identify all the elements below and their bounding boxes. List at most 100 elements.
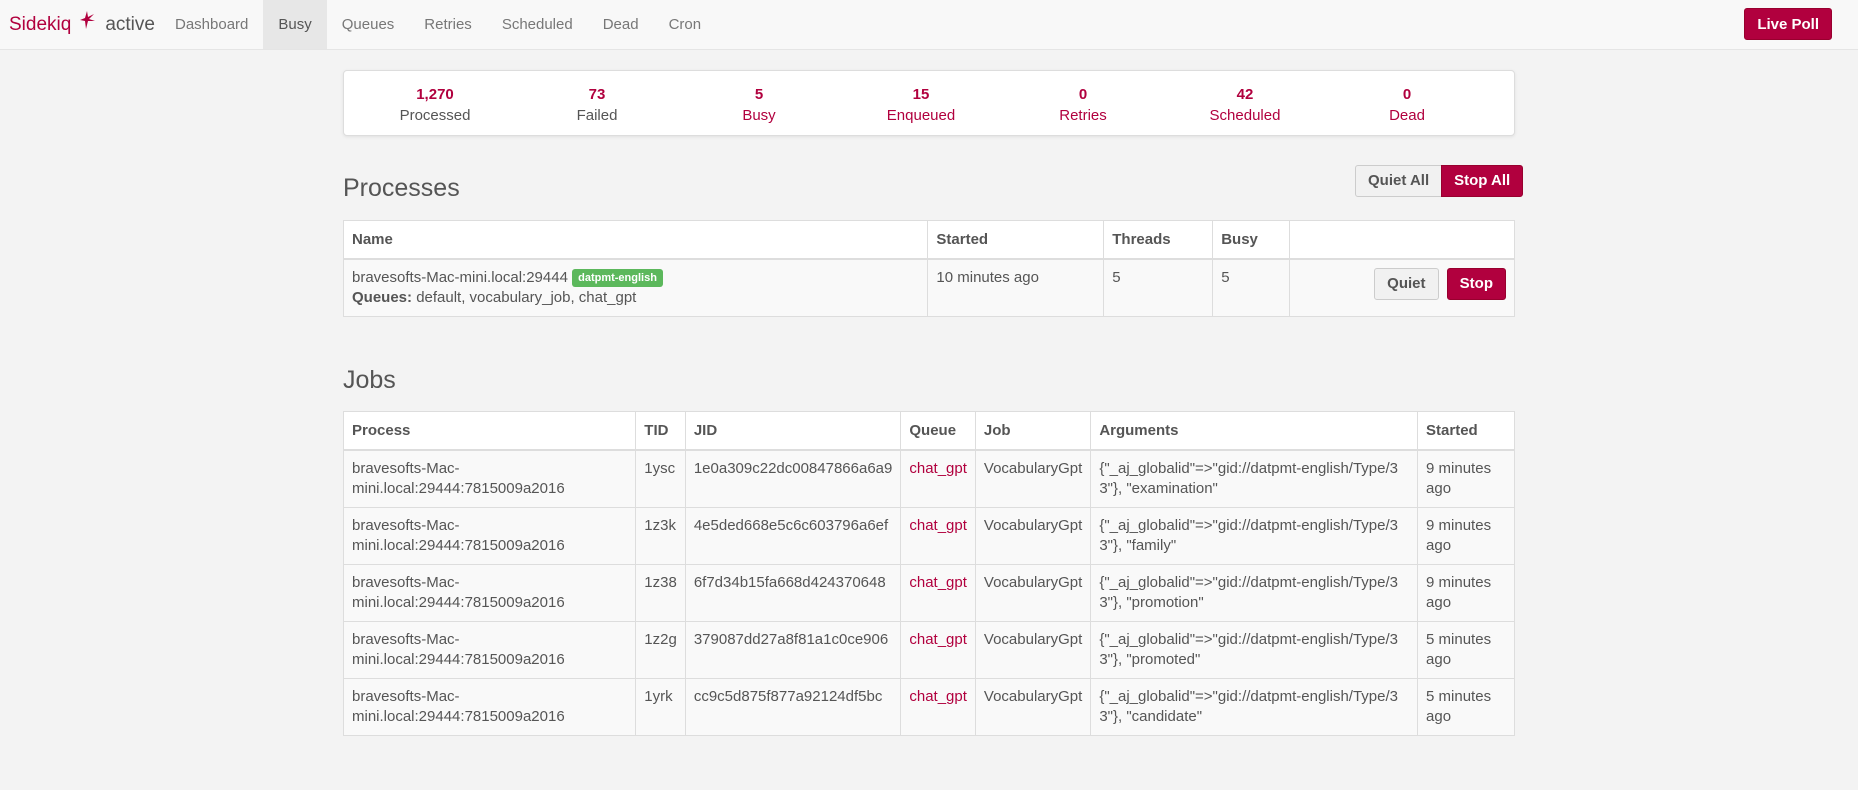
job-arguments: {"_aj_globalid"=>"gid://datpmt-english/T… bbox=[1090, 506, 1419, 565]
stat-retries-count: 0 bbox=[1078, 86, 1088, 103]
job-class: VocabularyGpt bbox=[974, 677, 1092, 736]
job-class: VocabularyGpt bbox=[974, 449, 1092, 508]
stat-dead[interactable]: 0 Dead bbox=[1326, 71, 1488, 135]
col-name: Name bbox=[342, 220, 929, 260]
nav-scheduled[interactable]: Scheduled bbox=[501, 16, 573, 33]
stat-processed: 1,270 Processed bbox=[354, 71, 516, 135]
job-process: bravesofts-Mac-mini.local:29444:7815009a… bbox=[342, 677, 637, 736]
job-jid: 379087dd27a8f81a1c0ce906 bbox=[684, 620, 902, 679]
processes-table: Name Started Threads Busy bravesofts-Mac… bbox=[342, 220, 1515, 317]
process-queues-label: Queues: bbox=[352, 288, 413, 306]
job-process: bravesofts-Mac-mini.local:29444:7815009a… bbox=[342, 563, 637, 622]
stat-scheduled-count: 42 bbox=[1236, 86, 1254, 103]
main-nav: Dashboard Busy Queues Retries Scheduled … bbox=[160, 0, 716, 49]
process-tag-badge: datpmt-english bbox=[572, 268, 663, 287]
job-arguments: {"_aj_globalid"=>"gid://datpmt-english/T… bbox=[1090, 677, 1419, 736]
process-started: 10 minutes ago bbox=[927, 258, 1105, 317]
col-jid: JID bbox=[684, 411, 902, 451]
process-actions-cell: Quiet Stop bbox=[1289, 258, 1515, 317]
stat-dead-label: Dead bbox=[1389, 107, 1425, 124]
job-queue-link[interactable]: chat_gpt bbox=[909, 516, 967, 534]
job-jid: 1e0a309c22dc00847866a6a9 bbox=[684, 449, 902, 508]
stat-busy-count: 5 bbox=[754, 86, 764, 103]
nav-busy[interactable]: Busy bbox=[263, 0, 327, 49]
job-process: bravesofts-Mac-mini.local:29444:7815009a… bbox=[342, 449, 637, 508]
stat-processed-count: 1,270 bbox=[416, 86, 454, 103]
stat-failed-count: 73 bbox=[588, 86, 606, 103]
job-row: bravesofts-Mac-mini.local:29444:7815009a… bbox=[342, 449, 1515, 508]
job-queue-link[interactable]: chat_gpt bbox=[909, 459, 967, 477]
job-started: 5 minutes ago bbox=[1417, 677, 1515, 736]
process-name-cell: bravesofts-Mac-mini.local:29444 datpmt-e… bbox=[342, 258, 929, 317]
job-started: 5 minutes ago bbox=[1417, 620, 1515, 679]
stop-all-button[interactable]: Stop All bbox=[1441, 165, 1524, 197]
nav-dashboard[interactable]: Dashboard bbox=[175, 16, 249, 33]
stat-failed-label: Failed bbox=[576, 107, 618, 124]
jobs-heading: Jobs bbox=[343, 366, 396, 394]
stat-scheduled[interactable]: 42 Scheduled bbox=[1164, 71, 1326, 135]
stat-busy-label: Busy bbox=[742, 107, 776, 124]
process-row: bravesofts-Mac-mini.local:29444 datpmt-e… bbox=[342, 258, 1515, 317]
stat-retries[interactable]: 0 Retries bbox=[1002, 71, 1164, 135]
job-arguments: {"_aj_globalid"=>"gid://datpmt-english/T… bbox=[1090, 563, 1419, 622]
nav-retries[interactable]: Retries bbox=[424, 16, 472, 33]
nav-cron[interactable]: Cron bbox=[668, 16, 702, 33]
job-class: VocabularyGpt bbox=[974, 563, 1092, 622]
job-queue-link[interactable]: chat_gpt bbox=[909, 630, 967, 648]
process-queues: default, vocabulary_job, chat_gpt bbox=[416, 288, 637, 306]
job-class: VocabularyGpt bbox=[974, 506, 1092, 565]
process-threads: 5 bbox=[1103, 258, 1214, 317]
live-poll-button[interactable]: Live Poll bbox=[1744, 8, 1832, 40]
stat-enqueued-label: Enqueued bbox=[886, 107, 956, 124]
job-jid: 4e5ded668e5c6c603796a6ef bbox=[684, 506, 902, 565]
job-row: bravesofts-Mac-mini.local:29444:7815009a… bbox=[342, 506, 1515, 565]
job-tid: 1yrk bbox=[635, 677, 686, 736]
brand-name: Sidekiq bbox=[9, 13, 72, 35]
col-arguments: Arguments bbox=[1090, 411, 1419, 451]
process-name: bravesofts-Mac-mini.local:29444 bbox=[352, 268, 568, 286]
stat-scheduled-label: Scheduled bbox=[1209, 107, 1281, 124]
stat-processed-label: Processed bbox=[399, 107, 471, 124]
sidekiq-logo-icon bbox=[80, 10, 96, 29]
stop-button[interactable]: Stop bbox=[1446, 267, 1506, 300]
brand-link[interactable]: Sidekiq active bbox=[9, 0, 155, 49]
col-busy: Busy bbox=[1212, 220, 1291, 260]
job-row: bravesofts-Mac-mini.local:29444:7815009a… bbox=[342, 620, 1515, 679]
quiet-all-button[interactable]: Quiet All bbox=[1355, 165, 1443, 197]
stat-retries-label: Retries bbox=[1059, 107, 1107, 124]
job-process: bravesofts-Mac-mini.local:29444:7815009a… bbox=[342, 506, 637, 565]
col-process: Process bbox=[342, 411, 637, 451]
job-started: 9 minutes ago bbox=[1417, 449, 1515, 508]
jobs-header-row: Process TID JID Queue Job Arguments Star… bbox=[342, 411, 1515, 451]
col-job: Job bbox=[974, 411, 1092, 451]
col-tid: TID bbox=[635, 411, 686, 451]
col-actions bbox=[1289, 220, 1515, 260]
job-process: bravesofts-Mac-mini.local:29444:7815009a… bbox=[342, 620, 637, 679]
job-jid: 6f7d34b15fa668d424370648 bbox=[684, 563, 902, 622]
job-class: VocabularyGpt bbox=[974, 620, 1092, 679]
processes-header-row: Name Started Threads Busy bbox=[342, 220, 1515, 260]
process-busy: 5 bbox=[1212, 258, 1291, 317]
job-arguments: {"_aj_globalid"=>"gid://datpmt-english/T… bbox=[1090, 620, 1419, 679]
nav-queues[interactable]: Queues bbox=[341, 16, 395, 33]
job-started: 9 minutes ago bbox=[1417, 506, 1515, 565]
col-job-started: Started bbox=[1417, 411, 1515, 451]
job-tid: 1ysc bbox=[635, 449, 686, 508]
job-queue-link[interactable]: chat_gpt bbox=[909, 573, 967, 591]
col-queue: Queue bbox=[900, 411, 976, 451]
processes-heading: Processes bbox=[343, 174, 460, 202]
job-row: bravesofts-Mac-mini.local:29444:7815009a… bbox=[342, 563, 1515, 622]
col-threads: Threads bbox=[1103, 220, 1214, 260]
quiet-button[interactable]: Quiet bbox=[1374, 267, 1439, 300]
job-tid: 1z38 bbox=[635, 563, 686, 622]
nav-dead[interactable]: Dead bbox=[602, 16, 639, 33]
stat-busy[interactable]: 5 Busy bbox=[678, 71, 840, 135]
job-tid: 1z2g bbox=[635, 620, 686, 679]
col-started: Started bbox=[927, 220, 1105, 260]
stat-enqueued-count: 15 bbox=[912, 86, 930, 103]
job-started: 9 minutes ago bbox=[1417, 563, 1515, 622]
processes-actions: Quiet All Stop All bbox=[1355, 165, 1524, 197]
jobs-table: Process TID JID Queue Job Arguments Star… bbox=[342, 411, 1515, 736]
stat-enqueued[interactable]: 15 Enqueued bbox=[840, 71, 1002, 135]
job-queue-link[interactable]: chat_gpt bbox=[909, 687, 967, 705]
